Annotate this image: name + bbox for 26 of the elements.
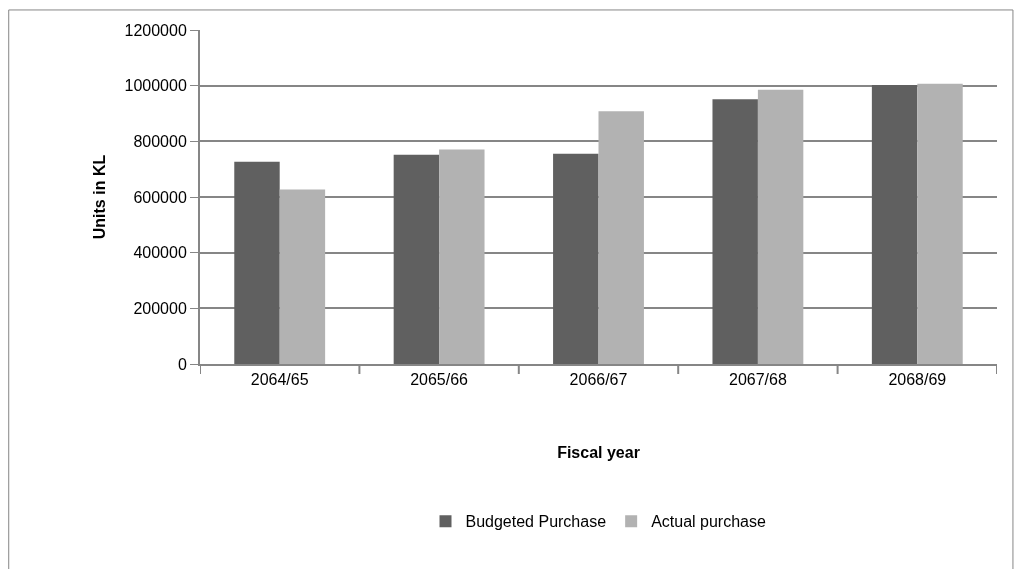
bar [757, 89, 804, 364]
bar [871, 85, 918, 364]
legend-label: Budgeted Purchase [465, 513, 607, 531]
x-tick-label: 2066/67 [569, 371, 628, 389]
y-tick-label: 1200000 [124, 21, 187, 39]
y-tick-label: 600000 [133, 188, 187, 206]
x-tick-label: 2065/66 [410, 371, 469, 389]
y-tick-label: 800000 [133, 132, 187, 150]
x-axis-title: Fiscal year [557, 444, 640, 462]
y-tick-label: 0 [177, 355, 187, 373]
x-tick-label: 2068/69 [888, 371, 947, 389]
legend-label: Actual purchase [651, 513, 766, 531]
bar [917, 83, 963, 364]
bar [393, 154, 440, 364]
x-tick-label: 2064/65 [250, 371, 309, 389]
x-tick-label: 2067/68 [728, 371, 787, 389]
bar [279, 189, 326, 364]
bar [553, 153, 599, 364]
bar [712, 99, 758, 364]
bar [234, 161, 280, 364]
bar [439, 149, 485, 364]
y-tick-label: 200000 [133, 299, 187, 317]
y-tick-label: 1000000 [124, 77, 187, 95]
bar [598, 111, 644, 364]
y-tick-label: 400000 [133, 244, 187, 262]
y-axis-title: Units in KL [90, 154, 108, 240]
